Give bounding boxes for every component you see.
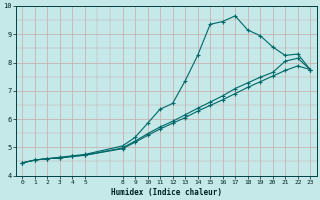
X-axis label: Humidex (Indice chaleur): Humidex (Indice chaleur) <box>111 188 222 197</box>
